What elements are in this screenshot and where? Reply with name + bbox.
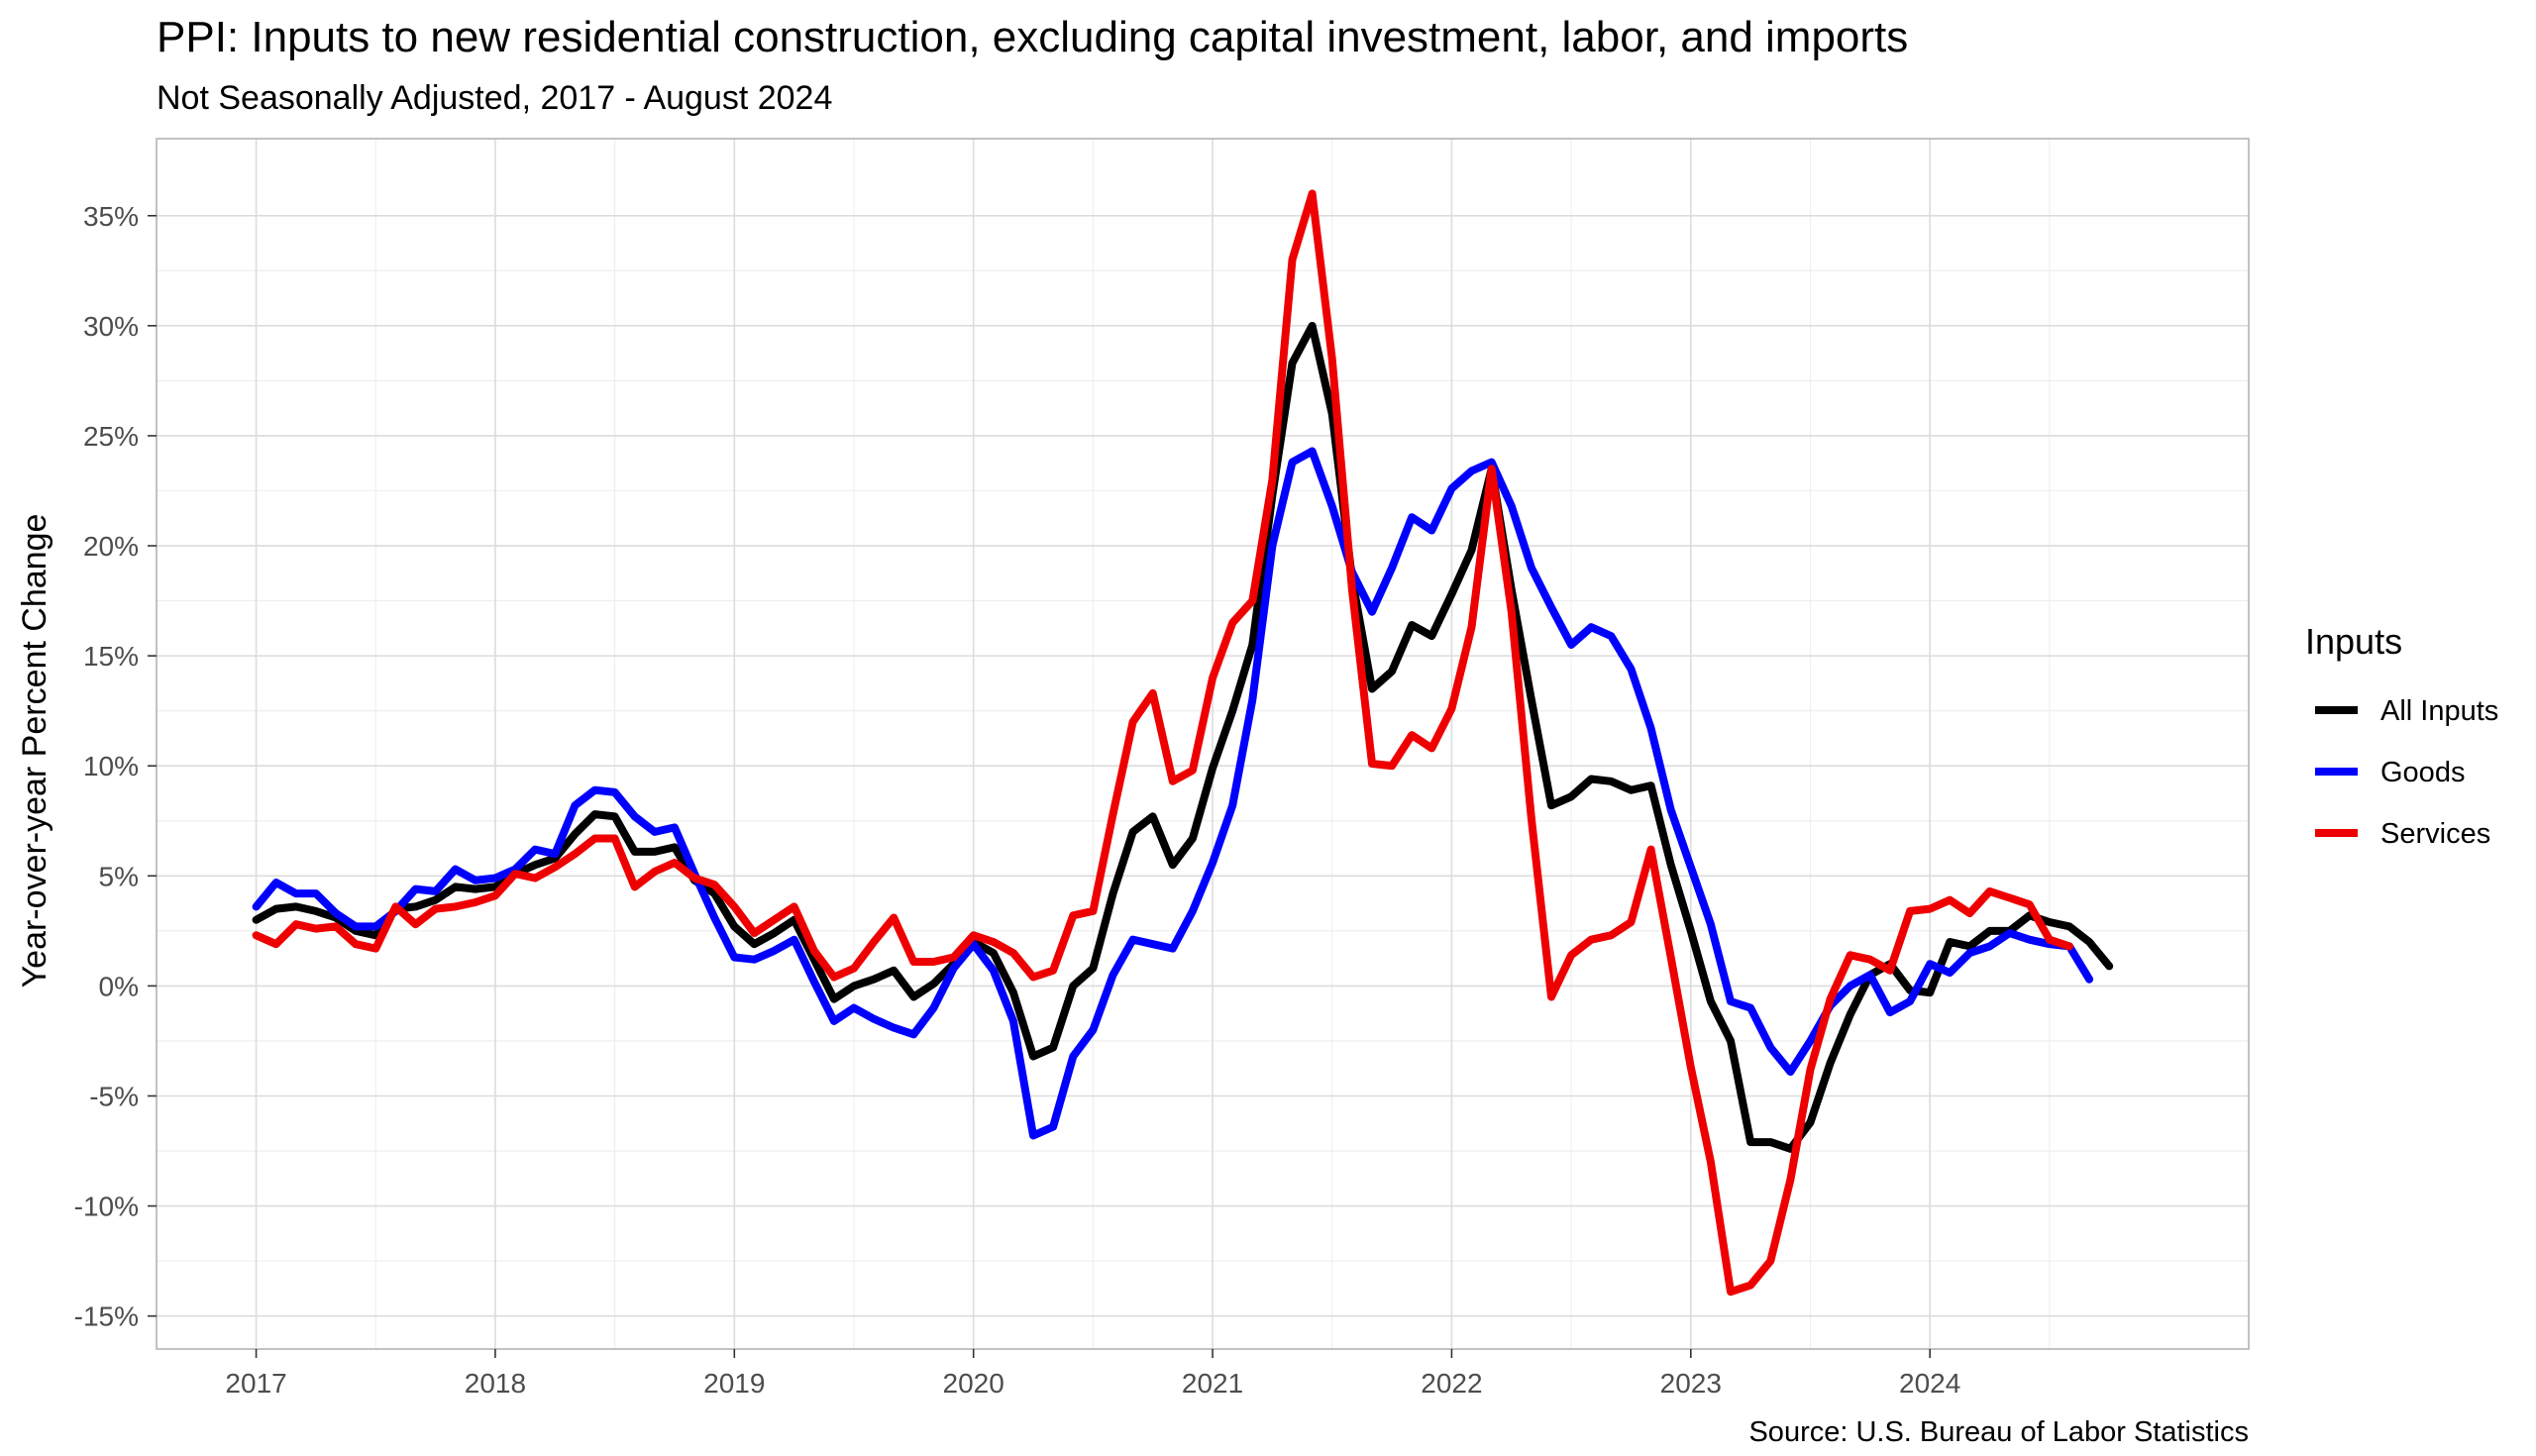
y-tick-label: 20% bbox=[83, 531, 139, 562]
x-tick-label: 2021 bbox=[1182, 1368, 1243, 1399]
source-caption: Source: U.S. Bureau of Labor Statistics bbox=[1748, 1416, 2249, 1448]
y-tick-label: 30% bbox=[83, 311, 139, 342]
y-tick-label: -5% bbox=[89, 1081, 139, 1111]
x-tick-label: 2017 bbox=[225, 1368, 286, 1399]
legend-title: Inputs bbox=[2305, 621, 2402, 662]
y-tick-label: -10% bbox=[74, 1192, 139, 1222]
y-axis-title: Year-over-year Percent Change bbox=[16, 514, 53, 988]
y-tick-label: 35% bbox=[83, 201, 139, 232]
x-tick-label: 2019 bbox=[703, 1368, 765, 1399]
series-lines bbox=[252, 189, 2114, 1297]
x-tick-label: 2024 bbox=[1899, 1368, 1960, 1399]
legend-label-goods: Goods bbox=[2380, 757, 2465, 788]
chart-subtitle: Not Seasonally Adjusted, 2017 - August 2… bbox=[157, 79, 832, 117]
x-tick-label: 2018 bbox=[465, 1368, 526, 1399]
axes: 35% 30% 25% 20% 15% 10% 5% 0% -5% -10% -15% 2017 201… bbox=[74, 201, 1961, 1399]
legend-label-all-inputs: All Inputs bbox=[2380, 695, 2498, 727]
grid bbox=[157, 139, 2249, 1349]
series-line-goods bbox=[252, 447, 2094, 1140]
series-line-all-inputs bbox=[252, 321, 2114, 1153]
x-tick-label: 2023 bbox=[1660, 1368, 1722, 1399]
y-tick-label: -15% bbox=[74, 1301, 139, 1332]
x-tick-label: 2020 bbox=[943, 1368, 1004, 1399]
y-tick-label: 15% bbox=[83, 641, 139, 672]
series-line-services bbox=[252, 189, 2073, 1297]
legend[interactable]: Inputs All Inputs Goods Services bbox=[2305, 621, 2498, 850]
x-tick-label: 2022 bbox=[1421, 1368, 1482, 1399]
chart-title: PPI: Inputs to new residential construct… bbox=[157, 13, 1908, 61]
y-tick-label: 10% bbox=[83, 751, 139, 781]
legend-label-services: Services bbox=[2380, 818, 2490, 850]
y-tick-label: 0% bbox=[99, 971, 139, 1001]
y-tick-label: 5% bbox=[99, 861, 139, 891]
plot-panel bbox=[156, 138, 2250, 1350]
y-tick-label: 25% bbox=[83, 421, 139, 452]
